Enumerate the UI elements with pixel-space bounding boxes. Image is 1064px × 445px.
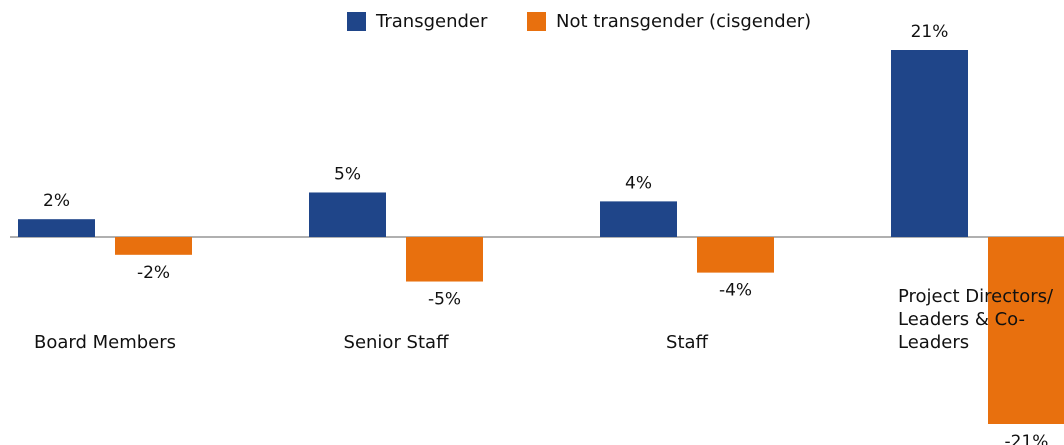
legend-swatch <box>527 12 546 31</box>
value-label: -5% <box>428 290 461 310</box>
value-label: 4% <box>625 173 652 193</box>
category-label: Board Members <box>33 332 177 353</box>
bar <box>309 192 386 237</box>
bar <box>18 219 95 237</box>
bar <box>406 237 483 282</box>
category-label: Project Directors/ Leaders & Co-Leaders <box>898 286 1054 353</box>
legend-swatch <box>347 12 366 31</box>
category-label: Senior Staff <box>343 332 449 353</box>
bar <box>697 237 774 273</box>
value-label: -21% <box>1005 432 1049 445</box>
value-label: 21% <box>911 22 949 42</box>
value-label: -2% <box>137 263 170 283</box>
bar <box>988 237 1064 424</box>
value-label: 5% <box>334 164 361 184</box>
legend-label: Transgender <box>375 11 488 32</box>
value-label: 2% <box>43 191 70 211</box>
bar <box>891 50 968 237</box>
bar <box>600 201 677 237</box>
category-label: Staff <box>666 332 708 353</box>
legend-label: Not transgender (cisgender) <box>556 11 811 32</box>
bar <box>115 237 192 255</box>
value-label: -4% <box>719 281 752 301</box>
